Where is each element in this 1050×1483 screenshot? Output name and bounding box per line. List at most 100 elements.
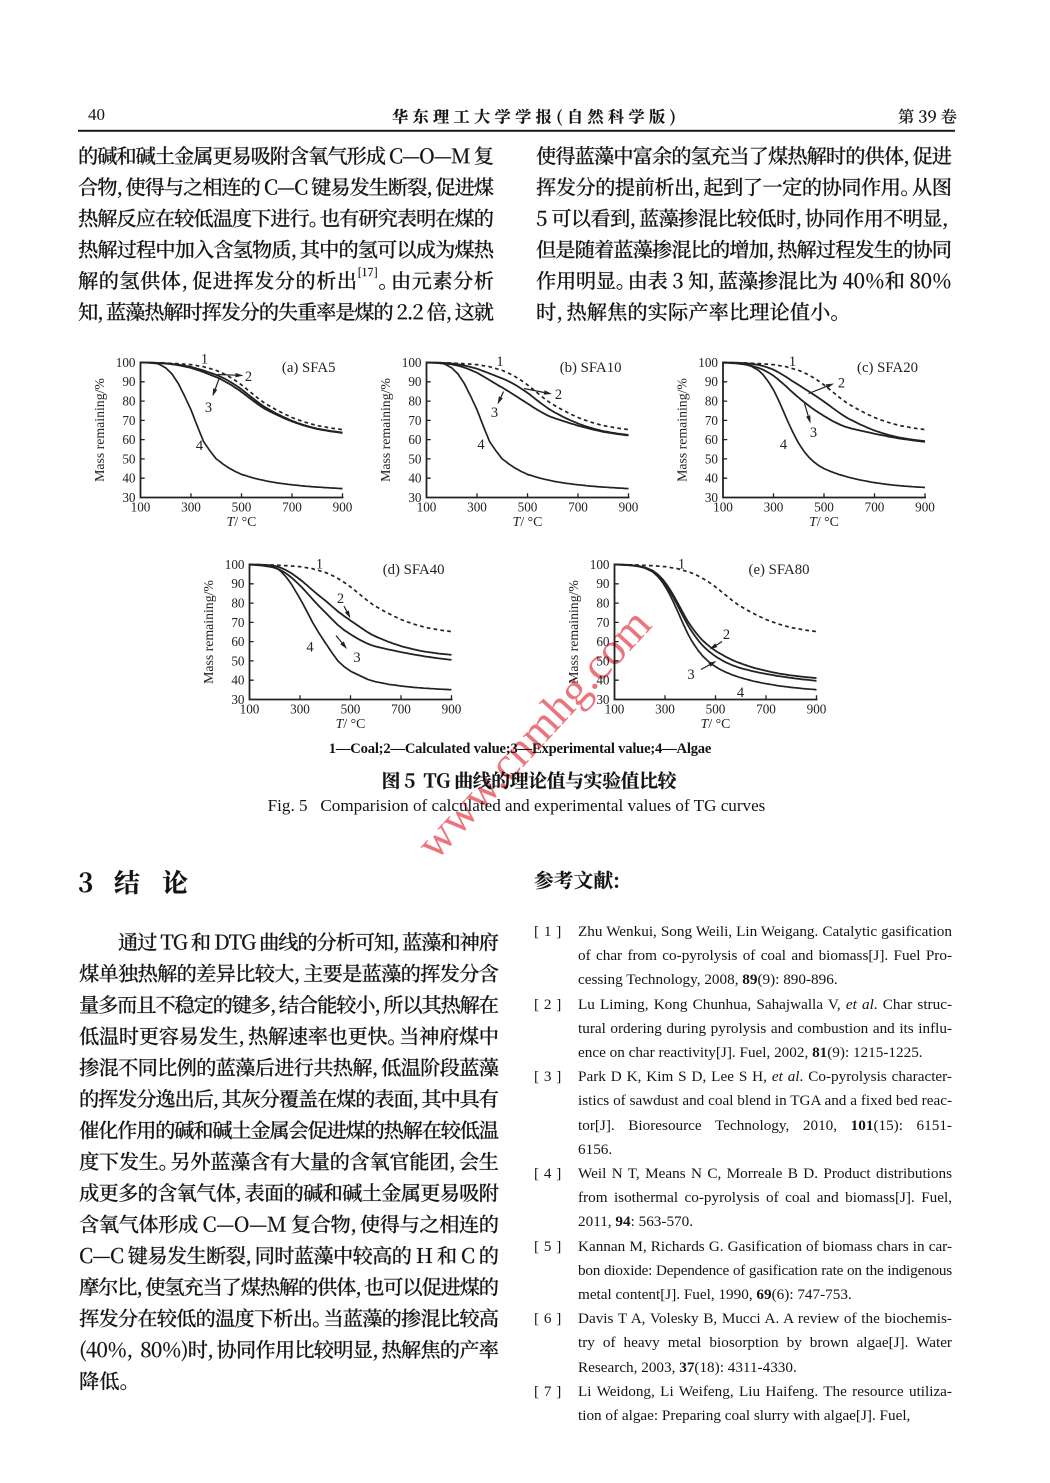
svg-text:90: 90 [596,576,610,591]
svg-text:70: 70 [231,615,245,630]
svg-text:70: 70 [596,615,610,630]
svg-text:40: 40 [122,471,136,486]
svg-text:(b) SFA10: (b) SFA10 [560,360,622,376]
svg-text:80: 80 [596,596,610,611]
svg-text:3: 3 [205,400,212,416]
svg-text:70: 70 [408,413,422,428]
svg-text:700: 700 [568,500,588,515]
svg-text:30: 30 [231,692,245,707]
svg-text:T/ °C: T/ °C [513,514,543,529]
svg-text:100: 100 [116,355,136,370]
svg-text:60: 60 [408,432,422,447]
svg-text:80: 80 [408,394,422,409]
svg-text:100: 100 [402,355,422,370]
svg-text:300: 300 [655,702,675,717]
svg-text:700: 700 [865,500,885,515]
svg-text:2: 2 [337,591,344,607]
svg-text:(e) SFA80: (e) SFA80 [749,562,810,578]
svg-text:(a) SFA5: (a) SFA5 [282,360,336,376]
svg-text:500: 500 [518,500,538,515]
svg-text:1: 1 [678,557,685,573]
svg-text:700: 700 [282,500,302,515]
svg-text:4: 4 [737,685,745,701]
svg-text:500: 500 [814,500,834,515]
svg-text:1: 1 [316,557,323,573]
svg-text:Mass remaining/%: Mass remaining/% [378,378,393,482]
svg-text:700: 700 [391,702,411,717]
svg-text:300: 300 [290,702,310,717]
svg-text:90: 90 [122,374,136,389]
svg-text:500: 500 [341,702,361,717]
svg-text:100: 100 [713,500,733,515]
svg-text:900: 900 [619,500,639,515]
svg-text:900: 900 [333,500,353,515]
svg-text:4: 4 [780,437,788,453]
svg-text:30: 30 [596,692,610,707]
svg-text:70: 70 [705,413,719,428]
svg-text:1: 1 [201,352,208,368]
svg-text:50: 50 [231,653,245,668]
svg-text:30: 30 [122,490,136,505]
svg-text:50: 50 [408,451,422,466]
svg-text:100: 100 [240,702,260,717]
svg-text:900: 900 [807,702,827,717]
svg-text:80: 80 [705,394,719,409]
svg-text:4: 4 [306,640,314,656]
svg-text:40: 40 [705,471,719,486]
svg-text:40: 40 [596,673,610,688]
svg-text:80: 80 [122,394,136,409]
svg-text:T/ °C: T/ °C [701,716,731,731]
svg-text:40: 40 [231,673,245,688]
svg-text:Mass remaining/%: Mass remaining/% [675,378,690,482]
svg-text:100: 100 [225,557,245,572]
svg-text:500: 500 [232,500,252,515]
svg-text:60: 60 [231,634,245,649]
svg-text:50: 50 [596,653,610,668]
svg-text:3: 3 [353,650,360,666]
svg-text:2: 2 [555,387,562,403]
svg-text:100: 100 [417,500,437,515]
svg-text:900: 900 [442,702,462,717]
svg-text:90: 90 [705,374,719,389]
svg-text:Mass remaining/%: Mass remaining/% [566,580,581,684]
svg-text:30: 30 [705,490,719,505]
svg-text:90: 90 [231,576,245,591]
svg-text:50: 50 [705,451,719,466]
svg-text:100: 100 [698,355,718,370]
svg-text:60: 60 [596,634,610,649]
svg-text:3: 3 [810,425,817,441]
svg-text:50: 50 [122,451,136,466]
svg-text:1: 1 [496,354,503,370]
svg-text:900: 900 [915,500,935,515]
svg-text:500: 500 [706,702,726,717]
svg-text:T/ °C: T/ °C [227,514,257,529]
svg-text:90: 90 [408,374,422,389]
svg-text:(c) SFA20: (c) SFA20 [857,360,918,376]
svg-text:3: 3 [491,405,498,421]
svg-text:2: 2 [838,376,845,392]
svg-text:Mass remaining/%: Mass remaining/% [92,378,107,482]
svg-text:T/ °C: T/ °C [336,716,366,731]
svg-text:100: 100 [605,702,625,717]
svg-text:80: 80 [231,596,245,611]
svg-text:4: 4 [477,437,485,453]
svg-text:70: 70 [122,413,136,428]
svg-text:300: 300 [764,500,784,515]
svg-text:Mass remaining/%: Mass remaining/% [201,580,216,684]
svg-text:300: 300 [467,500,487,515]
svg-text:100: 100 [131,500,151,515]
svg-text:3: 3 [687,667,694,683]
svg-text:(d) SFA40: (d) SFA40 [383,562,445,578]
svg-text:60: 60 [122,432,136,447]
svg-text:30: 30 [408,490,422,505]
svg-text:100: 100 [590,557,610,572]
svg-text:300: 300 [181,500,201,515]
svg-text:40: 40 [408,471,422,486]
svg-text:4: 4 [196,438,204,454]
svg-text:T/ °C: T/ °C [809,514,839,529]
svg-text:2: 2 [245,369,252,385]
svg-text:60: 60 [705,432,719,447]
svg-text:700: 700 [756,702,776,717]
svg-text:1: 1 [789,354,796,370]
svg-text:2: 2 [723,627,730,643]
